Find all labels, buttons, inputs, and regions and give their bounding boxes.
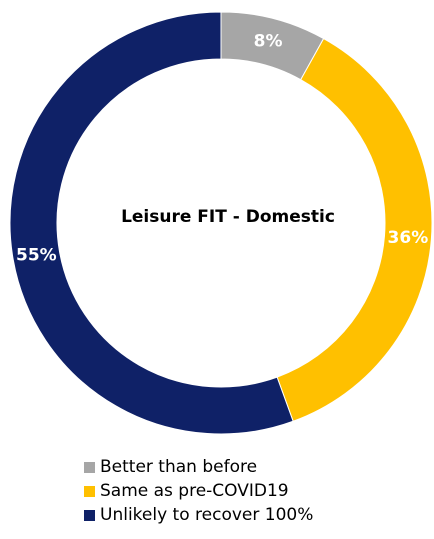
legend-item-better: Better than before — [84, 455, 404, 479]
donut-chart: 8% 36% 55% Leisure FIT - Domestic — [9, 11, 433, 435]
slice-unlikely — [9, 11, 294, 435]
legend: Better than before Same as pre-COVID19 U… — [84, 455, 404, 527]
legend-swatch-better — [84, 461, 95, 473]
legend-label-same: Same as pre-COVID19 — [100, 481, 289, 501]
slice-label-unlikely: 55% — [16, 246, 57, 266]
donut-slices — [9, 11, 433, 435]
legend-swatch-unlikely — [84, 509, 95, 521]
legend-item-unlikely: Unlikely to recover 100% — [84, 503, 404, 527]
chart-title: Leisure FIT - Domestic — [121, 207, 335, 227]
legend-label-unlikely: Unlikely to recover 100% — [100, 505, 314, 525]
legend-label-better: Better than before — [100, 457, 258, 477]
slice-label-same: 36% — [388, 228, 429, 248]
slice-label-better: 8% — [254, 32, 283, 52]
legend-swatch-same — [84, 485, 95, 497]
legend-item-same: Same as pre-COVID19 — [84, 479, 404, 503]
slice-labels: 8% 36% 55% — [16, 32, 428, 266]
